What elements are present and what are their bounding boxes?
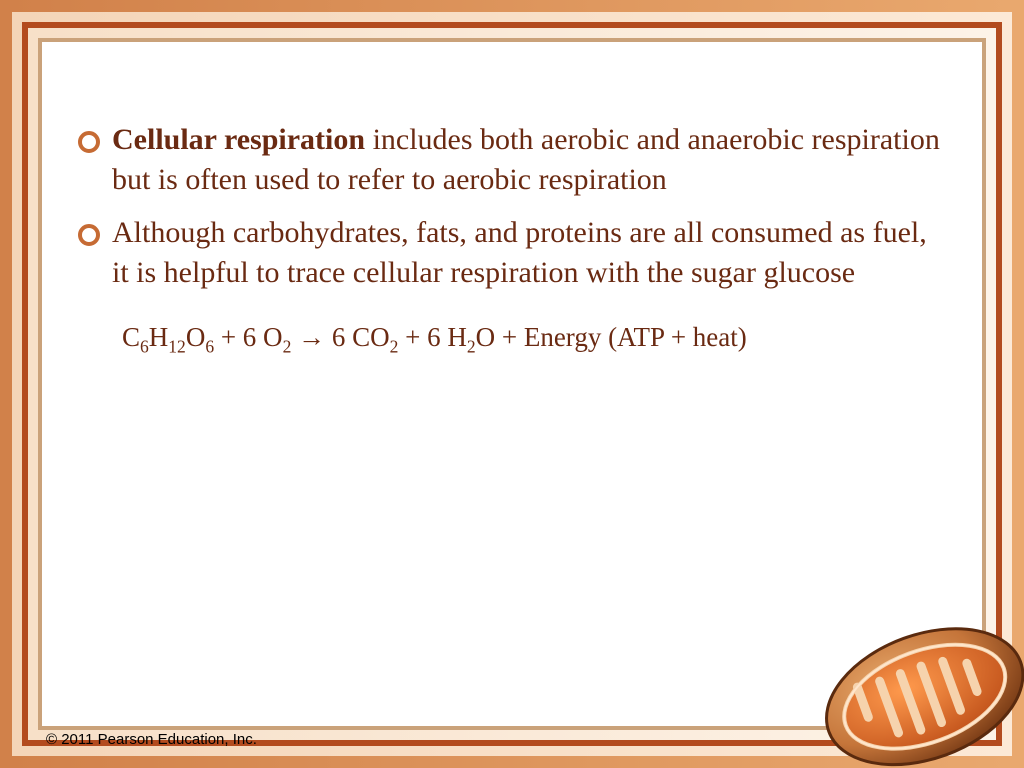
respiration-equation: C6H12O6 + 6 O2 → 6 CO2 + 6 H2O + Energy … — [78, 318, 946, 360]
list-item: Cellular respiration includes both aerob… — [78, 120, 946, 199]
bullet-text: Although carbohydrates, fats, and protei… — [112, 216, 927, 289]
slide: Cellular respiration includes both aerob… — [0, 0, 1024, 768]
copyright-text: © 2011 Pearson Education, Inc. — [46, 731, 257, 748]
bullet-bold-lead: Cellular respiration — [112, 123, 365, 156]
slide-body: Cellular respiration includes both aerob… — [78, 120, 946, 360]
list-item: Although carbohydrates, fats, and protei… — [78, 213, 946, 292]
slide-frame — [0, 0, 1024, 768]
bullet-list: Cellular respiration includes both aerob… — [78, 120, 946, 292]
mitochondrion-icon — [808, 602, 1024, 768]
